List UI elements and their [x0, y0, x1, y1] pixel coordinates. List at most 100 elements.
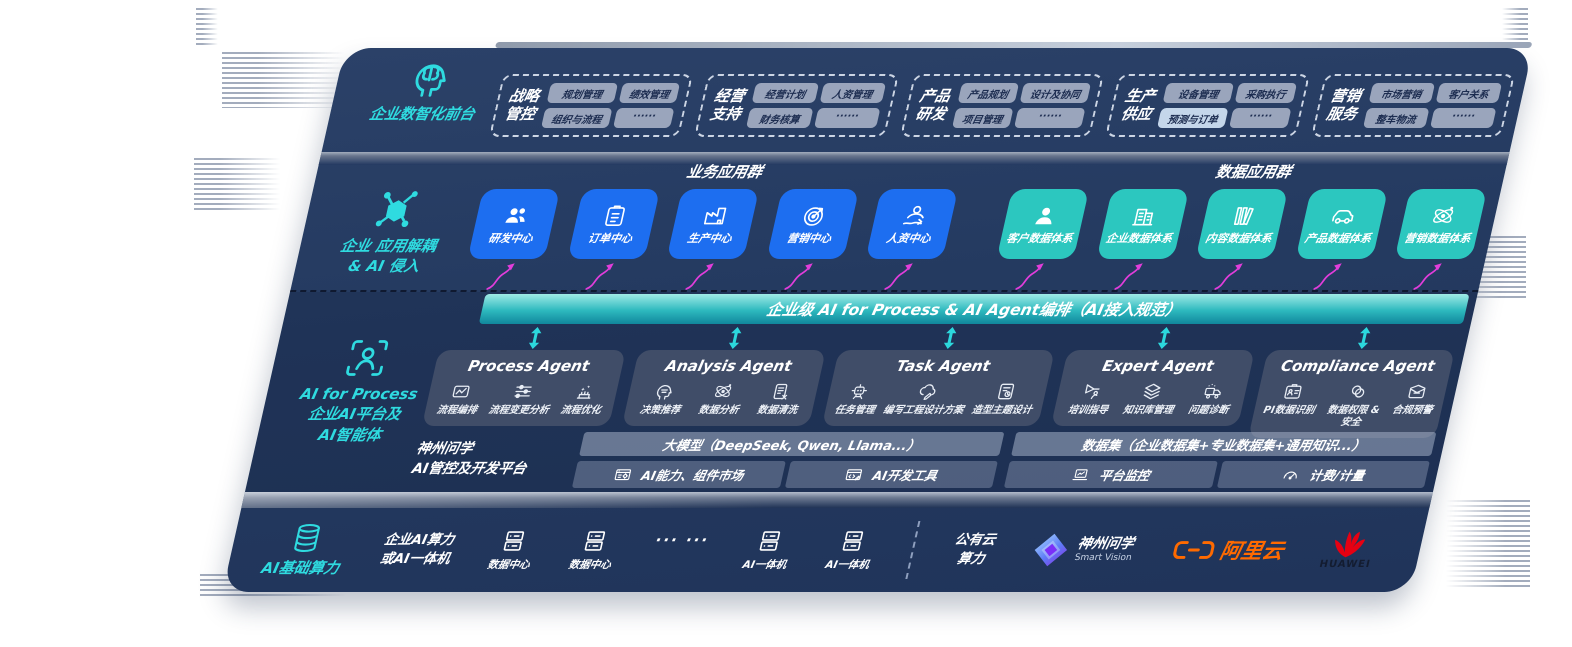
flow-arrow-icon	[782, 260, 819, 293]
agents-row: Process Agent 流程编排 流程变更分析 流程优化 Analysis …	[419, 327, 1460, 438]
business-center-card: 人资中心	[865, 189, 959, 259]
flow-arrow-icon	[1410, 260, 1447, 293]
front-group-product: 产品 研发 产品规划 设计及协同 项目管理 ······	[899, 74, 1105, 137]
agent-title: Task Agent	[894, 357, 992, 375]
agent-analysis: Analysis Agent 决策推荐 数据分析 数据清洗	[619, 327, 831, 438]
server-icon	[754, 528, 786, 554]
smart-vision-diamond-icon	[1028, 532, 1072, 568]
agent-task: Task Agent 任务管理 编写工程设计方案 造型主题设计	[819, 327, 1061, 438]
business-group-title: 业务应用群	[685, 163, 765, 181]
ai-appliance-node: AI一体机	[824, 528, 877, 572]
slab-top-edge	[495, 42, 1533, 48]
books-icon	[1228, 203, 1260, 229]
datacenter-node: 数据中心	[486, 528, 538, 572]
data-app-group: 数据应用群 客户数据体系 企业数据体系	[989, 161, 1494, 293]
front-group-name: 生产 供应	[1119, 87, 1158, 123]
data-system-card: 产品数据体系	[1294, 189, 1388, 259]
front-group-tag: ······	[1429, 108, 1497, 128]
dataset-bar: 数据集（企业数据集+专业数据集+通用知识...）	[1011, 432, 1437, 456]
agent-expert: Expert Agent 培训指导 知识库管理 问题诊断	[1048, 327, 1260, 438]
devtool-icon	[843, 466, 865, 484]
front-group-tag: 预测与订单	[1157, 108, 1229, 128]
mail-icon	[1404, 381, 1430, 402]
front-group-tag: ······	[1013, 108, 1086, 128]
monitor-icon	[1070, 466, 1092, 484]
front-groups-row: 战略 管控 规划管理 绩效管理 组织与流程 ······ 经营 支持 经营计划 人资…	[488, 74, 1516, 137]
gauge-icon	[1280, 466, 1302, 484]
front-group-name: 战略 管控	[503, 87, 542, 123]
clipboard-icon	[599, 203, 631, 229]
business-center-card: 订单中心	[566, 189, 660, 259]
flow-icon	[448, 381, 474, 402]
platform-cell-metering: 计费/计量	[1216, 461, 1430, 488]
agent-title: Process Agent	[466, 357, 592, 375]
front-group-tag: ······	[813, 108, 881, 128]
agent-process: Process Agent 流程编排 流程变更分析 流程优化	[419, 327, 631, 438]
hr-people-icon	[898, 203, 930, 229]
front-group-tag: 客户关系	[1435, 83, 1503, 103]
flow-arrow-icon	[682, 260, 719, 293]
datacenter-node: 数据中心	[567, 528, 619, 572]
database-icon	[287, 522, 327, 555]
ellipsis-text: ··· ···	[653, 531, 712, 549]
agent-compliance: Compliance Agent PI数据识别 数据权限 & 安全 合规预警	[1248, 327, 1460, 438]
ai-layer-label: AI for Process 企业AI平台及 AI智能体	[284, 336, 437, 445]
target-icon	[798, 203, 830, 229]
platform-cell-monitor: 平台监控	[1003, 461, 1218, 488]
design-board-icon	[993, 381, 1019, 402]
flow-arrow-icon	[1012, 260, 1049, 293]
flow-arrow-icon	[1211, 260, 1248, 293]
front-group-strategy: 战略 管控 规划管理 绩效管理 组织与流程 ······	[488, 74, 694, 137]
person-icon	[1029, 203, 1061, 229]
front-group-marketing: 营销 服务 市场营销 客户关系 整车物流 ······	[1310, 74, 1516, 137]
front-group-tag: 整车物流	[1362, 108, 1430, 128]
vendor-label: 神州问学 AI管控及开发平台	[410, 441, 528, 477]
sync-arrow-icon	[1155, 327, 1173, 349]
robot-icon	[846, 381, 872, 402]
platform-row: 神州问学 AI管控及开发平台 大模型（DeepSeek, Qwen, Llama…	[408, 432, 1437, 488]
layers-icon	[1139, 381, 1165, 402]
front-group-name: 经营 支持	[708, 87, 747, 123]
data-system-card: 营销数据体系	[1394, 189, 1488, 259]
front-group-tag: 人资管理	[819, 83, 886, 103]
smart-vision-logo: 神州问学 Smart Vision	[1028, 532, 1137, 568]
vertical-dashed-divider	[904, 521, 921, 579]
enterprise-compute-label: 企业AI算力 或AI一体机	[378, 532, 456, 567]
front-group-tag: 市场营销	[1368, 83, 1435, 103]
sync-arrow-icon	[726, 327, 744, 349]
data-group-title: 数据应用群	[1214, 163, 1294, 181]
front-group-name: 营销 服务	[1324, 87, 1363, 123]
front-group-tag: 财务核算	[746, 108, 814, 128]
brain-head-icon	[365, 56, 495, 100]
rings-icon	[1345, 381, 1371, 402]
sync-arrow-icon	[526, 327, 544, 349]
atom-icon	[1427, 203, 1459, 229]
front-group-tag: ······	[613, 108, 675, 128]
huawei-flower-icon	[1331, 531, 1369, 558]
molecule-icon	[326, 188, 468, 232]
front-group-name: 产品 研发	[914, 87, 952, 123]
data-system-card: 内容数据体系	[1195, 189, 1289, 259]
cloud-pen-icon	[915, 381, 941, 402]
front-group-tag: 设备管理	[1162, 83, 1235, 103]
public-cloud-label: 公有云 算力	[953, 532, 998, 567]
alibaba-brackets-icon	[1170, 539, 1217, 561]
flow-arrow-icon	[483, 260, 520, 293]
doc-clean-icon	[769, 381, 795, 402]
front-group-tag: 设计及协同	[1019, 83, 1092, 103]
front-group-tag: 组织与流程	[540, 108, 613, 128]
scan-person-icon	[298, 336, 436, 380]
ai-appliance-node: AI一体机	[741, 528, 794, 572]
sliders-icon	[510, 381, 536, 402]
server-icon	[837, 528, 869, 554]
front-group-production: 生产 供应 设备管理 采购执行 预测与订单 ······	[1105, 74, 1310, 137]
platform-cell-market: AI能力、组件市场	[571, 461, 786, 488]
orchestration-bar: 企业级 AI for Process & AI Agent编排（AI接入规范）	[478, 294, 1470, 324]
layer-edge	[241, 492, 1433, 508]
stripe-decoration	[1446, 500, 1530, 588]
server-icon	[579, 528, 611, 554]
model-bar: 大模型（DeepSeek, Qwen, Llama...）	[579, 432, 1005, 456]
stripe-decoration	[222, 52, 344, 108]
teach-icon	[1079, 381, 1105, 402]
server-icon	[498, 528, 530, 554]
